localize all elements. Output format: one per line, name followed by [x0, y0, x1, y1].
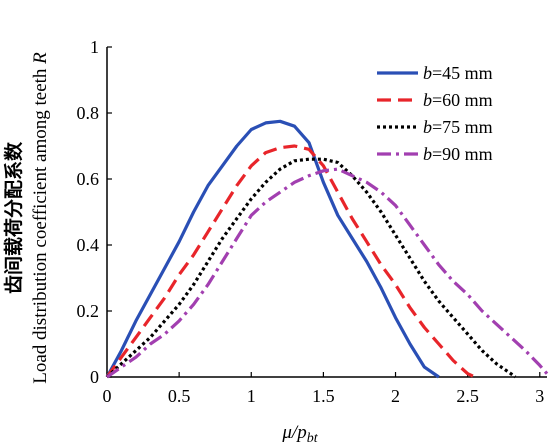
legend-label-var: b [423, 63, 432, 83]
y-tick-label: 0.2 [77, 301, 100, 321]
x-tick-label: 2 [391, 386, 400, 406]
y-tick-label: 1 [90, 37, 99, 57]
x-axis-ticks: 0 0.5 1 1.5 2 2.5 3 [103, 372, 544, 406]
y-axis-label: 齿间载荷分配系数 Load distribution coefficient a… [2, 52, 51, 384]
x-tick-label: 0.5 [168, 386, 191, 406]
series-line-3 [105, 157, 517, 379]
legend-label-3: b=75 mm [423, 117, 493, 137]
legend-label-4: b=90 mm [423, 144, 493, 164]
y-tick-label: 0.4 [77, 235, 100, 255]
x-tick-label: 1.5 [312, 386, 335, 406]
legend-label-rest: =75 mm [432, 117, 493, 137]
y-axis-label-en: Load distribution coefficient among teet… [30, 52, 51, 384]
y-axis-label-cn: 齿间载荷分配系数 [2, 141, 25, 294]
chart-legend: b=45 mmb=60 mmb=75 mmb=90 mm [377, 63, 493, 164]
x-tick-label: 1 [247, 386, 256, 406]
y-tick-label: 0.8 [77, 103, 100, 123]
chart-axes [106, 47, 547, 378]
legend-label-2: b=60 mm [423, 90, 493, 110]
x-axis-label: μ/pbt [281, 422, 318, 444]
x-tick-label: 0 [103, 386, 112, 406]
series-lines [105, 119, 549, 379]
series-line-1 [105, 119, 440, 379]
y-axis-ticks: 0 0.2 0.4 0.6 0.8 1 [77, 37, 112, 387]
legend-label-rest: =60 mm [432, 90, 493, 110]
legend-label-1: b=45 mm [423, 63, 493, 83]
legend-label-rest: =90 mm [432, 144, 493, 164]
x-tick-label: 2.5 [456, 386, 479, 406]
legend-label-var: b [423, 117, 432, 137]
legend-label-var: b [423, 144, 432, 164]
x-tick-label: 3 [535, 386, 544, 406]
series-line-2 [105, 144, 476, 379]
y-tick-label: 0 [90, 367, 99, 387]
y-tick-label: 0.6 [77, 169, 100, 189]
legend-label-var: b [423, 90, 432, 110]
series-line-4 [106, 167, 549, 379]
legend-label-rest: =45 mm [432, 63, 493, 83]
